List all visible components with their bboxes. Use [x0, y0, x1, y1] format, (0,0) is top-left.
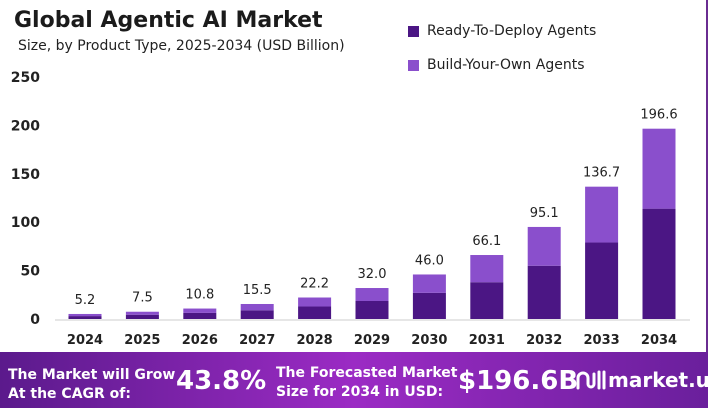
data-label: 136.7 [583, 166, 620, 181]
cagr-label-line: At the CAGR of: [8, 386, 131, 402]
bar-segment [412, 274, 446, 293]
bar-segment [183, 312, 217, 319]
x-tick-label: 2030 [411, 333, 447, 348]
bar-segment [125, 311, 159, 315]
data-label: 95.1 [530, 206, 559, 221]
x-tick-label: 2028 [297, 333, 333, 348]
x-tick-label: 2034 [641, 333, 677, 348]
x-tick-label: 2033 [584, 333, 620, 348]
legend-item-ready: Ready-To-Deploy Agents [408, 14, 596, 48]
data-label: 10.8 [185, 288, 214, 303]
bar-segment [642, 208, 676, 319]
legend-item-build: Build-Your-Own Agents [408, 48, 596, 82]
bar-segment [240, 303, 274, 311]
bar-segment [355, 300, 389, 319]
data-label: 196.6 [640, 108, 677, 123]
y-tick-label: 250 [11, 70, 40, 86]
data-label: 32.0 [358, 267, 387, 282]
logo-icon [576, 370, 606, 390]
x-tick-label: 2026 [182, 333, 218, 348]
legend: Ready-To-Deploy Agents Build-Your-Own Ag… [408, 14, 596, 82]
bar-segment [240, 310, 274, 319]
forecast-label-line: The Forecasted Market [276, 365, 458, 381]
legend-swatch [408, 25, 419, 37]
y-tick-label: 100 [11, 215, 40, 231]
data-label: 5.2 [75, 293, 96, 308]
legend-label: Build-Your-Own Agents [427, 57, 585, 73]
cagr-label-line: The Market will Grow [8, 367, 176, 383]
x-tick-label: 2031 [469, 333, 505, 348]
bar-segment [470, 255, 504, 283]
logo-text: market.us [608, 368, 708, 392]
data-label: 66.1 [472, 234, 501, 249]
bar-segment [68, 316, 102, 319]
bar-segment [412, 292, 446, 319]
data-label: 15.5 [243, 283, 272, 298]
data-label: 7.5 [132, 291, 153, 306]
bar-segment [68, 313, 102, 317]
x-tick-label: 2027 [239, 333, 275, 348]
forecast-value: $196.6B [458, 366, 579, 396]
data-label: 46.0 [415, 253, 444, 268]
forecast-label-line: Size for 2034 in USD: [276, 384, 444, 400]
data-label: 22.2 [300, 277, 329, 292]
chart-subtitle: Size, by Product Type, 2025-2034 (USD Bi… [18, 38, 345, 54]
bar-segment [298, 297, 332, 307]
bar-segment [470, 282, 504, 319]
cagr-label: The Market will Grow At the CAGR of: [8, 366, 175, 404]
legend-swatch [408, 59, 419, 71]
footer-banner: The Market will Grow At the CAGR of: 43.8… [0, 352, 708, 408]
x-tick-label: 2025 [124, 333, 160, 348]
bar-segment [125, 314, 159, 319]
y-tick-label: 150 [11, 167, 40, 183]
x-tick-label: 2029 [354, 333, 390, 348]
x-tick-label: 2024 [67, 333, 103, 348]
bar-segment [183, 308, 217, 313]
chart-title: Global Agentic AI Market [14, 8, 323, 33]
bar-segment [527, 265, 561, 319]
bar-segment [298, 306, 332, 319]
y-tick-label: 0 [30, 312, 40, 328]
bar-segment [585, 242, 619, 319]
cagr-value: 43.8% [176, 366, 267, 396]
x-tick-label: 2032 [526, 333, 562, 348]
y-tick-label: 50 [21, 264, 41, 280]
chart-frame [706, 0, 708, 352]
forecast-label: The Forecasted Market Size for 2034 in US… [276, 364, 457, 402]
bar-segment [355, 288, 389, 301]
bar-chart: 0 50 100 150 200 250 5.2 2024 7.5 2025 10.8 2026 15.… [11, 70, 690, 348]
bar-segment [527, 226, 561, 266]
legend-label: Ready-To-Deploy Agents [427, 23, 597, 39]
bar-segment [642, 128, 676, 209]
y-tick-label: 200 [11, 118, 40, 134]
market-us-logo: market.us [574, 368, 708, 392]
bar-segment [585, 186, 619, 243]
